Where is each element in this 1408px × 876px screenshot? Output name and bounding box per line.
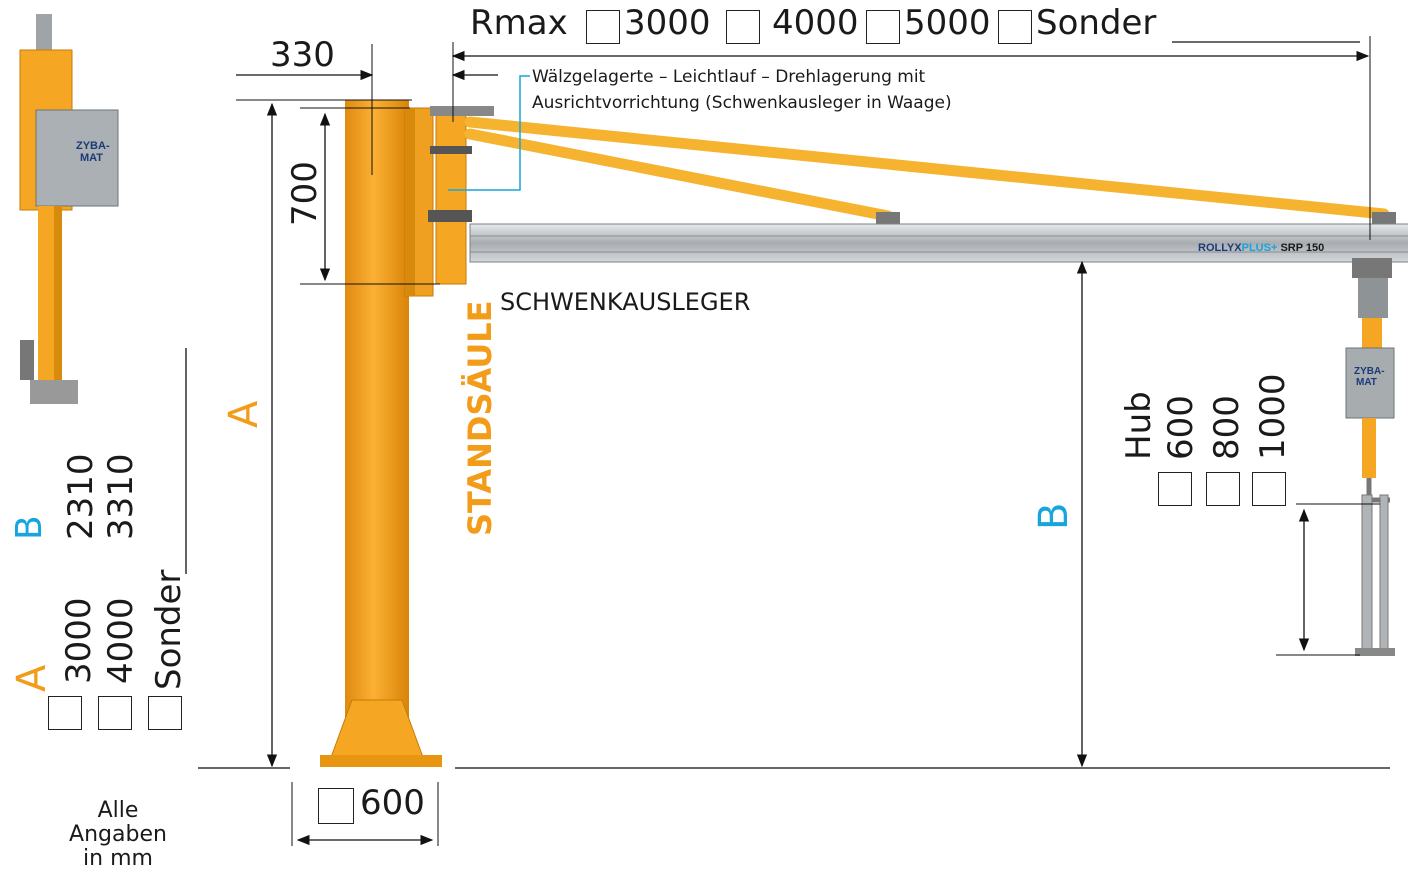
column-label: STANDSÄULE xyxy=(461,300,499,536)
hub-checkbox-600[interactable] xyxy=(1158,472,1192,506)
hub-option-1000: 1000 xyxy=(1253,373,1293,460)
rmax-checkbox-sonder[interactable] xyxy=(998,10,1032,44)
b-option-3310: 3310 xyxy=(101,453,141,540)
hub-option-800: 800 xyxy=(1207,395,1247,460)
a-option-letter: A xyxy=(9,664,55,692)
a-option-sonder: Sonder xyxy=(149,569,189,690)
rmax-option-4000: 4000 xyxy=(772,3,859,43)
dim-hub xyxy=(1276,503,1380,656)
b-option-2310: 2310 xyxy=(61,453,101,540)
dim-rmax xyxy=(451,36,1371,240)
hoist-thumbnail xyxy=(19,14,119,404)
rmax-option-sonder: Sonder xyxy=(1036,3,1157,43)
a-option-3000: 3000 xyxy=(59,597,99,684)
hub-title: Hub xyxy=(1119,391,1159,460)
boom-label: SCHWENKAUSLEGER xyxy=(500,288,751,316)
base-option-600: 600 xyxy=(360,783,425,823)
standing-column xyxy=(320,100,442,767)
rmax-option-3000: 3000 xyxy=(624,3,711,43)
rmax-checkbox-3000[interactable] xyxy=(586,10,620,44)
swivel-sleeve xyxy=(428,106,494,285)
b-option-letter: B xyxy=(9,515,50,540)
a-checkbox-4000[interactable] xyxy=(98,696,132,730)
bearing-leader xyxy=(448,75,530,191)
dim-a-letter: A xyxy=(221,400,267,428)
dim-height-700 xyxy=(300,107,440,285)
rail-hoist-label-2: MAT xyxy=(1356,377,1377,388)
rail-model: SRP 150 xyxy=(1280,242,1325,254)
rmax-checkbox-5000[interactable] xyxy=(866,10,900,44)
thumb-hoist-label-1: ZYBA- xyxy=(76,140,110,152)
bearing-note-line1: Wälzgelagerte – Leichtlauf – Drehlagerun… xyxy=(532,67,926,87)
hub-option-600: 600 xyxy=(1161,395,1201,460)
dim-offset xyxy=(236,44,498,175)
rail-brand-b: PLUS+ xyxy=(1241,242,1278,254)
rmax-title: Rmax xyxy=(470,3,568,43)
dim-b-letter: B xyxy=(1031,502,1077,530)
offset-label: 330 xyxy=(270,35,335,75)
base-checkbox-600[interactable] xyxy=(318,788,354,824)
height-700-label: 700 xyxy=(285,161,325,226)
a-checkbox-sonder[interactable] xyxy=(148,696,182,730)
rail-profile xyxy=(469,223,1408,263)
boom-ties xyxy=(464,116,1396,226)
rmax-checkbox-4000[interactable] xyxy=(726,10,760,44)
hub-checkbox-800[interactable] xyxy=(1206,472,1240,506)
a-option-4000: 4000 xyxy=(101,597,141,684)
dim-base xyxy=(291,782,439,846)
bearing-note-line2: Ausrichtvorrichtung (Schwenkausleger in … xyxy=(532,93,952,113)
footnote-line3: in mm xyxy=(83,846,153,871)
rail-brand: ROLLYXPLUS+ SRP 150 xyxy=(1198,242,1324,254)
thumb-hoist-label-2: MAT xyxy=(80,152,104,164)
footnote-line1: Alle xyxy=(97,798,139,823)
a-checkbox-3000[interactable] xyxy=(48,696,82,730)
rail-hoist xyxy=(1345,258,1395,656)
hub-checkbox-1000[interactable] xyxy=(1252,472,1286,506)
rail-brand-a: ROLLYX xyxy=(1198,242,1242,254)
rmax-option-5000: 5000 xyxy=(904,3,991,43)
footnote-line2: Angaben xyxy=(69,822,167,847)
rail-hoist-label-1: ZYBA- xyxy=(1354,366,1385,377)
